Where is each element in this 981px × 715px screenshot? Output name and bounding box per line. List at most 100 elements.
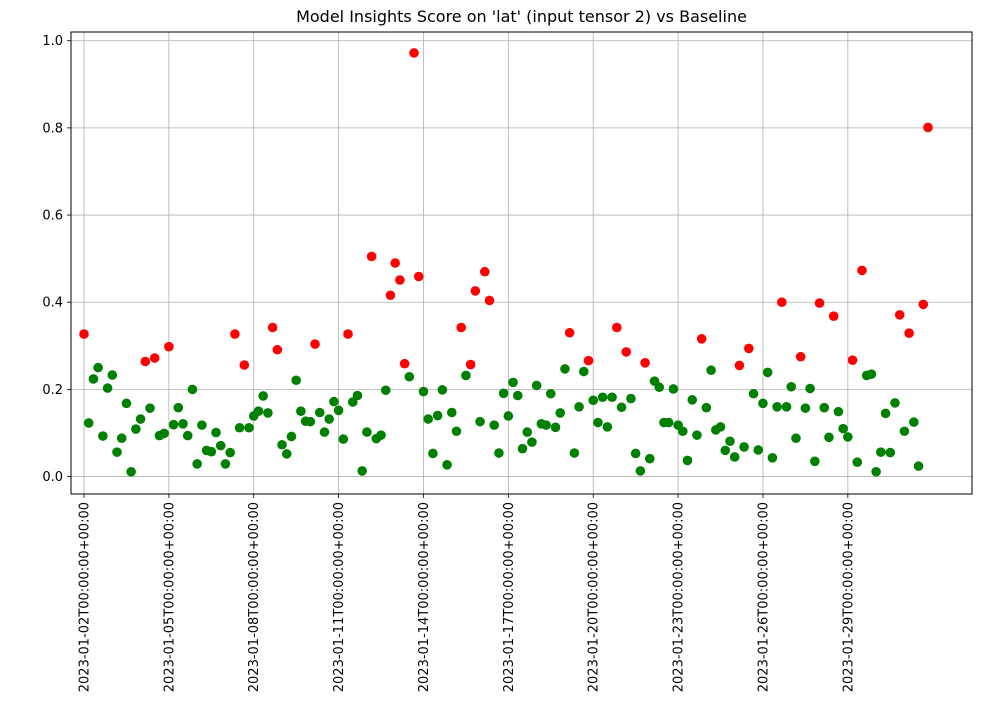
data-point — [446, 407, 457, 418]
data-point — [767, 453, 778, 463]
data-point — [574, 402, 584, 412]
data-point — [611, 322, 622, 333]
data-point — [107, 370, 118, 380]
data-point — [696, 334, 707, 344]
data-point — [418, 386, 429, 397]
data-point — [319, 427, 330, 437]
data-point — [923, 122, 933, 133]
data-point — [739, 442, 749, 452]
data-point — [866, 369, 877, 379]
data-point — [626, 393, 636, 404]
y-axis: 0.0 0.2 0.4 0.6 0.8 1.0 — [42, 34, 71, 485]
data-point — [98, 431, 108, 441]
data-point — [824, 432, 834, 443]
data-point — [475, 416, 485, 427]
data-point — [168, 419, 179, 430]
data-point — [607, 392, 617, 403]
data-point — [852, 457, 863, 467]
data-point — [692, 430, 702, 440]
data-point — [687, 395, 698, 405]
data-point — [847, 355, 858, 365]
data-point — [894, 310, 905, 320]
data-point — [857, 265, 867, 276]
data-point — [527, 437, 537, 447]
data-point — [149, 353, 160, 363]
data-point — [550, 422, 561, 433]
data-point — [616, 402, 627, 413]
data-point — [206, 446, 217, 457]
data-point — [211, 427, 221, 438]
data-point — [88, 374, 99, 384]
data-point — [333, 405, 344, 416]
data-point — [253, 406, 264, 416]
data-point — [291, 375, 301, 386]
data-point — [281, 449, 292, 459]
y-tick-label: 0.8 — [42, 121, 63, 136]
data-point — [814, 298, 825, 308]
data-point — [234, 422, 245, 433]
data-point — [899, 426, 910, 437]
data-point — [597, 392, 608, 403]
data-point — [465, 359, 476, 370]
data-points — [79, 48, 933, 477]
data-point — [225, 447, 235, 458]
data-point — [456, 322, 467, 333]
data-point — [428, 448, 438, 459]
data-point — [880, 408, 891, 419]
data-point — [748, 388, 759, 399]
plot-area-frame — [70, 31, 973, 495]
data-point — [432, 410, 443, 421]
data-point — [159, 428, 169, 439]
data-point — [498, 388, 509, 399]
data-point — [678, 426, 688, 437]
x-tick-label: 2023-01-20T00:00:00+00:00 — [587, 502, 602, 692]
data-point — [645, 453, 655, 464]
data-point — [715, 422, 726, 432]
data-point — [918, 299, 929, 310]
data-point — [192, 459, 202, 469]
x-tick-label: 2023-01-02T00:00:00+00:00 — [78, 502, 93, 692]
data-point — [777, 297, 787, 308]
x-tick-label: 2023-01-26T00:00:00+00:00 — [756, 502, 771, 692]
data-point — [805, 383, 815, 394]
data-point — [442, 459, 452, 470]
data-point — [781, 402, 792, 412]
data-point — [593, 417, 603, 428]
data-point — [588, 395, 599, 406]
data-point — [83, 418, 94, 428]
data-point — [395, 275, 405, 285]
data-point — [404, 371, 415, 382]
data-point — [843, 432, 853, 442]
data-point — [871, 466, 881, 477]
data-point — [531, 380, 542, 391]
data-point — [640, 358, 650, 368]
data-point — [272, 344, 283, 355]
y-tick-label: 0.2 — [42, 383, 63, 398]
data-point — [324, 414, 334, 424]
data-point — [79, 329, 89, 339]
data-point — [409, 48, 419, 58]
data-point — [545, 388, 556, 399]
x-tick-label: 2023-01-23T00:00:00+00:00 — [672, 502, 687, 692]
data-point — [239, 360, 250, 370]
data-point — [230, 329, 240, 339]
data-point — [494, 448, 504, 458]
data-point — [413, 271, 424, 282]
data-point — [479, 266, 490, 277]
data-point — [131, 424, 141, 434]
data-point — [357, 466, 367, 476]
data-point — [470, 286, 481, 296]
data-point — [828, 311, 839, 321]
data-point — [352, 390, 363, 401]
data-point — [720, 445, 731, 456]
data-point — [451, 426, 462, 437]
data-point — [329, 396, 339, 407]
y-tick-label: 0.0 — [42, 470, 63, 485]
data-point — [116, 433, 127, 444]
data-point — [135, 414, 146, 424]
data-point — [758, 398, 768, 409]
data-point — [725, 436, 735, 447]
data-point — [461, 370, 471, 381]
data-point — [187, 384, 198, 395]
data-point — [753, 445, 764, 455]
